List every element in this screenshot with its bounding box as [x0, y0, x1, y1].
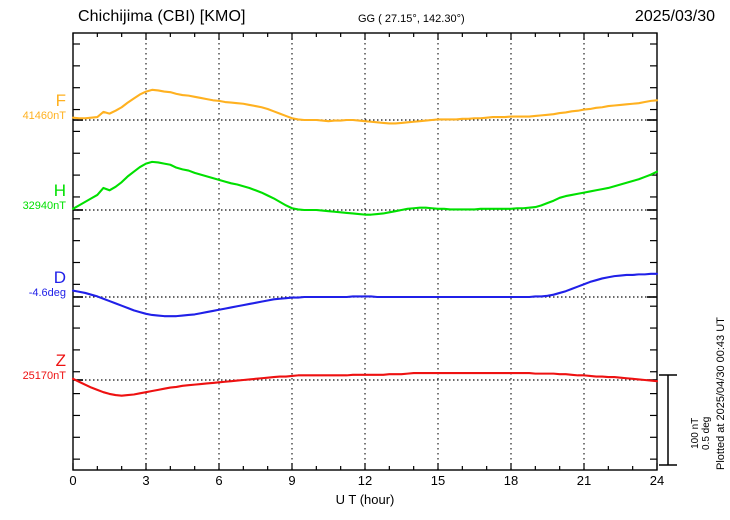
trace-F	[71, 88, 659, 125]
x-tick-label: 3	[142, 473, 150, 488]
x-tick-label: 12	[357, 473, 373, 488]
component-symbol: D	[53, 268, 66, 287]
trace-Z	[71, 371, 659, 397]
x-tick-label: 24	[649, 473, 665, 488]
trace-D	[71, 272, 659, 318]
component-symbol: Z	[55, 351, 66, 370]
component-label-h: H 32940nT	[0, 182, 66, 213]
component-symbol: H	[53, 181, 66, 200]
x-tick-label: 9	[288, 473, 296, 488]
component-baseline-value: -4.6deg	[28, 287, 66, 299]
observation-date: 2025/03/30	[634, 8, 715, 25]
component-label-f: F 41460nT	[0, 92, 66, 123]
x-tick-label: 0	[69, 473, 77, 488]
component-symbol: F	[55, 91, 66, 110]
component-baseline-value: 41460nT	[22, 110, 66, 122]
station-title: Chichijima (CBI) [KMO]	[78, 8, 246, 25]
component-baseline-value: 32940nT	[22, 200, 66, 212]
component-baseline-value: 25170nT	[22, 370, 66, 382]
trace-H	[71, 160, 659, 216]
x-tick-label: 15	[430, 473, 446, 488]
x-axis-label: U T (hour)	[335, 492, 395, 507]
component-label-z: Z 25170nT	[0, 352, 66, 383]
scale-value-nt: 100 nT	[690, 417, 701, 449]
component-label-d: D -4.6deg	[0, 269, 66, 300]
scale-bar-label: 100 nT 0.5 deg	[690, 417, 712, 450]
plotted-timestamp: Plotted at 2025/04/30 00:43 UT	[715, 317, 727, 470]
x-tick-label: 18	[503, 473, 519, 488]
x-tick-label: 6	[215, 473, 223, 488]
x-tick-label: 21	[576, 473, 592, 488]
geographic-coordinates: GG ( 27.15°, 142.30°)	[358, 13, 465, 25]
scale-value-deg: 0.5 deg	[701, 416, 712, 450]
